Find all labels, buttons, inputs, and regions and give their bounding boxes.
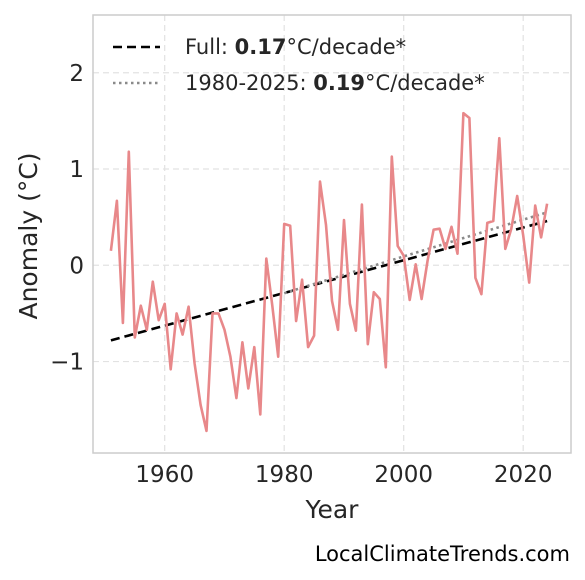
legend-suffix: °C/decade* [365, 71, 485, 95]
legend: Full: 0.17°C/decade*1980-2025: 0.19°C/de… [113, 35, 485, 95]
legend-entry-0: Full: 0.17°C/decade* [185, 35, 406, 59]
x-tick-label: 1980 [255, 462, 314, 488]
x-tick-label: 1960 [135, 462, 194, 488]
y-tick-label: 2 [69, 61, 84, 87]
legend-value: 0.17 [235, 35, 287, 59]
legend-entry-1: 1980-2025: 0.19°C/decade* [185, 71, 485, 95]
trend-line-dashed [110, 219, 548, 342]
series-line-0 [109, 111, 549, 433]
x-tick-labels: 1960 1980 2000 2020 [135, 462, 552, 488]
y-tick-label: 1 [69, 157, 84, 183]
legend-prefix: Full: [185, 35, 235, 59]
y-axis-label: Anomaly (°C) [14, 152, 43, 319]
grid [93, 15, 571, 453]
series-group [109, 111, 549, 433]
watermark-text: LocalClimateTrends.com [315, 542, 570, 566]
legend-suffix: °C/decade* [287, 35, 407, 59]
y-tick-label: 0 [69, 253, 84, 279]
y-tick-labels: −1 0 1 2 [50, 61, 84, 376]
x-tick-label: 2020 [494, 462, 553, 488]
plot-frame [92, 14, 572, 454]
x-tick-label: 2000 [374, 462, 433, 488]
legend-prefix: 1980-2025: [185, 71, 313, 95]
legend-value: 0.19 [313, 71, 365, 95]
y-tick-label: −1 [50, 350, 84, 376]
x-axis-label: Year [305, 495, 360, 524]
